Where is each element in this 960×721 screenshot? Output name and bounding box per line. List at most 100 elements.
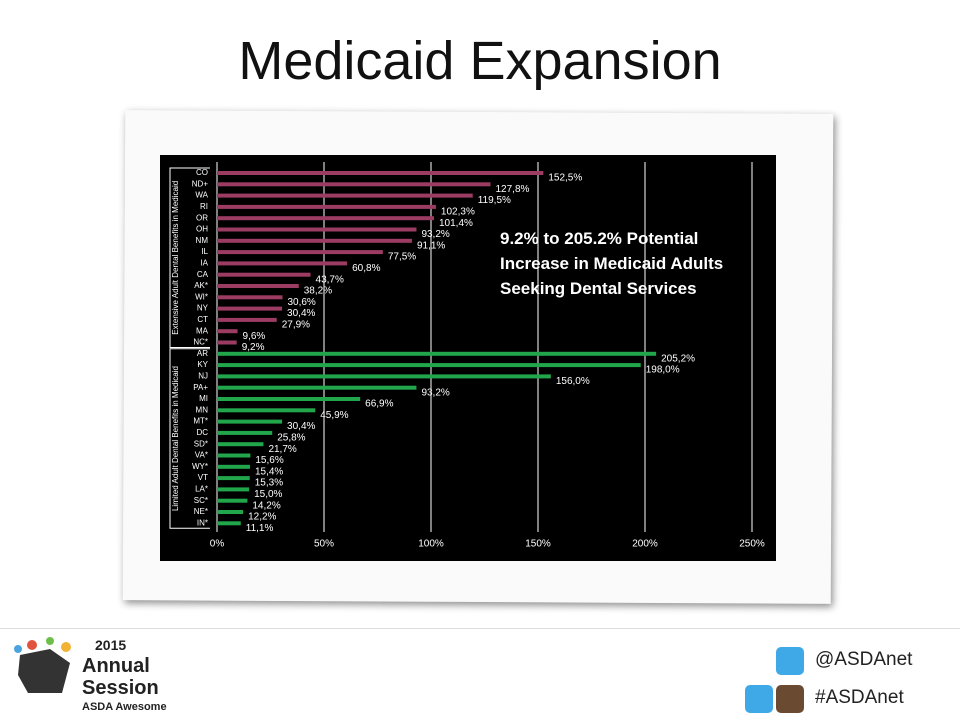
value-label: 93,2% [421, 229, 449, 240]
value-label: 11,1% [246, 523, 274, 534]
value-label: 152,5% [548, 173, 582, 184]
bar [217, 227, 417, 232]
x-tick-label: 150% [525, 539, 551, 550]
instagram-icon [776, 685, 804, 713]
group-bracket [169, 348, 210, 529]
y-tick-label: DC [196, 428, 208, 437]
y-tick-label: PA+ [193, 383, 208, 392]
twitter-handle: @ASDAnet [815, 649, 913, 670]
bar [217, 430, 273, 435]
bar [217, 464, 250, 469]
chart: 0% 50% 100% 150% 200% 250% CO 152,5% ND+ 127,8% WA… [160, 155, 776, 561]
y-tick-label: RI [200, 202, 208, 211]
value-label: 21,7% [268, 444, 296, 455]
y-tick-label: WA [195, 191, 208, 200]
y-tick-label: LA* [195, 485, 208, 494]
bar [217, 374, 551, 379]
bar [217, 306, 283, 311]
bar [217, 442, 264, 447]
value-label: 12,2% [248, 512, 276, 523]
bar [217, 340, 237, 345]
value-label: 91,1% [417, 240, 445, 251]
bar [217, 510, 244, 514]
y-tick-label: NM [196, 236, 209, 245]
bar [217, 238, 412, 243]
y-tick-label: CO [196, 168, 208, 177]
value-label: 30,4% [287, 421, 315, 432]
bar [217, 193, 473, 198]
bar [217, 171, 544, 175]
value-label: 101,4% [439, 218, 473, 229]
y-tick-label: CT [197, 315, 208, 324]
bar [217, 182, 491, 187]
y-tick-label: MA [196, 326, 209, 335]
bar [217, 385, 417, 390]
y-tick-label: MI [199, 394, 208, 403]
y-tick-label: NC* [193, 338, 208, 347]
y-tick-label: OR [196, 213, 208, 222]
y-tick-label: KY [197, 360, 208, 369]
value-label: 102,3% [441, 207, 475, 218]
value-label: 127,8% [495, 184, 529, 195]
value-label: 30,4% [287, 308, 315, 319]
twitter-icon [776, 647, 804, 675]
bar [217, 397, 361, 401]
y-tick-label: VT [198, 473, 208, 482]
bar [217, 351, 657, 356]
value-label: 66,9% [365, 399, 393, 410]
y-tick-label: SC* [194, 496, 208, 505]
annotation: 9.2% to 205.2% Potential Increase in Med… [500, 229, 724, 298]
y-tick-label: VA* [195, 451, 208, 460]
x-tick-label: 100% [418, 539, 444, 550]
bar [217, 408, 316, 413]
value-label: 9,6% [243, 331, 266, 342]
y-tick-label: MT* [193, 417, 208, 426]
value-label: 38,2% [304, 286, 332, 297]
bar [217, 487, 250, 492]
value-label: 119,5% [478, 195, 511, 206]
y-tick-label: NJ [198, 372, 208, 381]
value-label: 60,8% [352, 263, 380, 274]
value-label: 15,0% [254, 489, 282, 500]
bar [217, 453, 251, 458]
group-label: Extensive Adult Dental Benefits in Medic… [171, 181, 180, 335]
bar [217, 476, 250, 481]
bar [217, 272, 311, 277]
bar [217, 419, 283, 424]
bar [217, 284, 299, 288]
x-tick-label: 250% [739, 539, 765, 550]
value-label: 156,0% [556, 376, 590, 387]
bar [217, 295, 283, 300]
value-label: 15,4% [255, 466, 283, 477]
y-tick-label: CA [197, 270, 209, 279]
y-tick-label: IN* [197, 518, 208, 527]
y-tick-label: WY* [192, 462, 208, 471]
logo-line: Annual [82, 655, 150, 677]
logo-icon [14, 637, 71, 693]
y-tick-label: MN [196, 405, 209, 414]
y-tick-label: ND+ [192, 179, 209, 188]
logo-tagline: ASDA Awesome [82, 701, 167, 713]
y-tick-label: SD* [194, 439, 208, 448]
y-tick-label: IA [200, 259, 208, 268]
logo-year: 2015 [95, 637, 127, 653]
y-tick-label: NE* [194, 507, 208, 516]
group-label: Limited Adult Dental Benefits in Medicai… [171, 366, 180, 511]
logo-line: Session [82, 677, 159, 699]
bar [217, 216, 434, 221]
value-label: 198,0% [646, 365, 680, 376]
y-tick-label: NY [197, 304, 209, 313]
value-label: 27,9% [282, 320, 310, 331]
value-label: 15,3% [255, 478, 283, 489]
value-label: 9,2% [242, 342, 265, 353]
y-tick-label: AK* [194, 281, 208, 290]
value-label: 93,2% [421, 387, 449, 398]
value-label: 205,2% [661, 353, 695, 364]
slide-title: Medicaid Expansion [238, 31, 722, 91]
value-label: 25,8% [277, 433, 305, 444]
bar [217, 329, 238, 334]
bar [217, 250, 383, 255]
group-bracket [169, 167, 210, 348]
bar [217, 521, 241, 526]
